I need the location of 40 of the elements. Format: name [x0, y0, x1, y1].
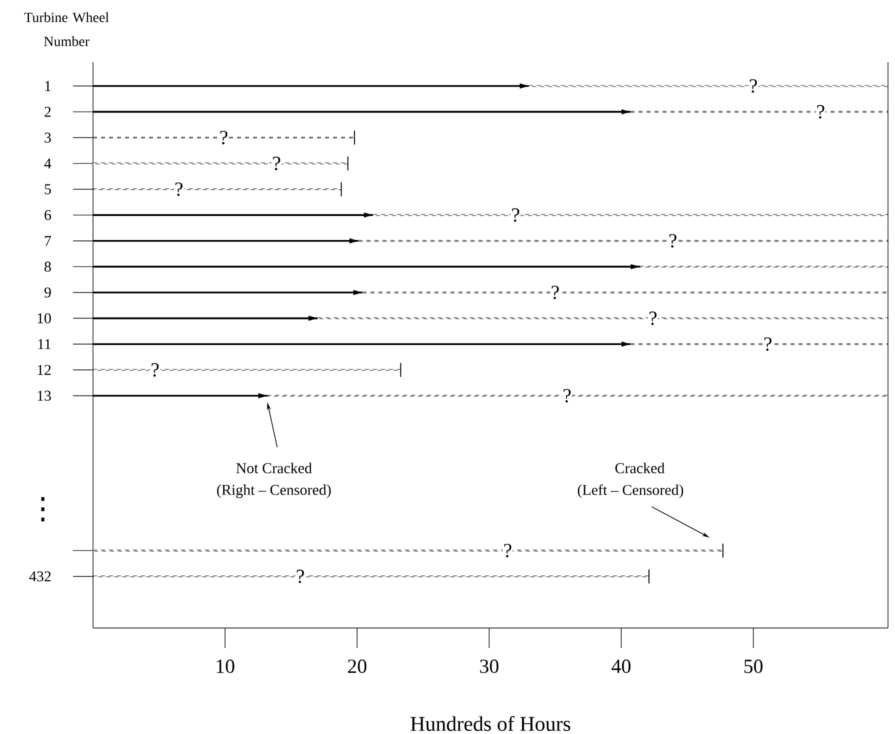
y-tick-label: 5 [44, 184, 51, 194]
y-tick-label: 3 [44, 132, 51, 142]
annotation: (Left – Censored) [578, 484, 684, 498]
annotation: ? [552, 286, 559, 300]
y-tick-label: 12 [38, 364, 51, 375]
x-tick-label: 30 [480, 659, 498, 673]
annotation: ? [750, 79, 757, 93]
annotation: ? [175, 182, 182, 196]
annotation: ? [650, 311, 657, 325]
y-tick-label: 10 [38, 313, 51, 324]
annotation: ? [669, 234, 676, 248]
annotation: ? [504, 544, 512, 558]
y-tick-label: 1 [45, 80, 51, 91]
annotation: ? [296, 569, 304, 583]
y-tick-label: 4 [44, 158, 52, 168]
y-axis-title: Turbine Wheel Number [24, 12, 109, 46]
annotation: ? [764, 337, 772, 351]
annotation: ? [512, 208, 520, 222]
annotation: Not Cracked [236, 462, 312, 474]
y-tick-label: 13 [38, 390, 51, 401]
y-tick-label: 8 [44, 261, 51, 272]
annotation: ? [273, 156, 280, 170]
x-tick-label: 40 [612, 659, 630, 673]
y-tick-label: 9 [44, 287, 51, 298]
y-tick-label: 7 [44, 236, 52, 246]
annotation: Cracked [615, 462, 665, 474]
annotation: ? [152, 362, 159, 377]
y-tick-label: 432 [29, 571, 51, 582]
x-tick-label: 20 [348, 659, 366, 673]
text: ⋮ [41, 496, 44, 522]
annotation: ? [564, 388, 571, 402]
x-tick-label: 50 [744, 659, 763, 673]
y-tick-label: 6 [44, 210, 52, 220]
y-tick-label: 2 [44, 106, 51, 117]
annotation: ? [817, 104, 824, 118]
y-tick-label: 11 [38, 338, 51, 349]
x-axis-title: Hundreds of Hours [410, 716, 570, 731]
x-tick-label: 10 [216, 659, 234, 673]
annotation: ? [220, 130, 228, 144]
annotation: (Right – Censored) [217, 484, 331, 498]
